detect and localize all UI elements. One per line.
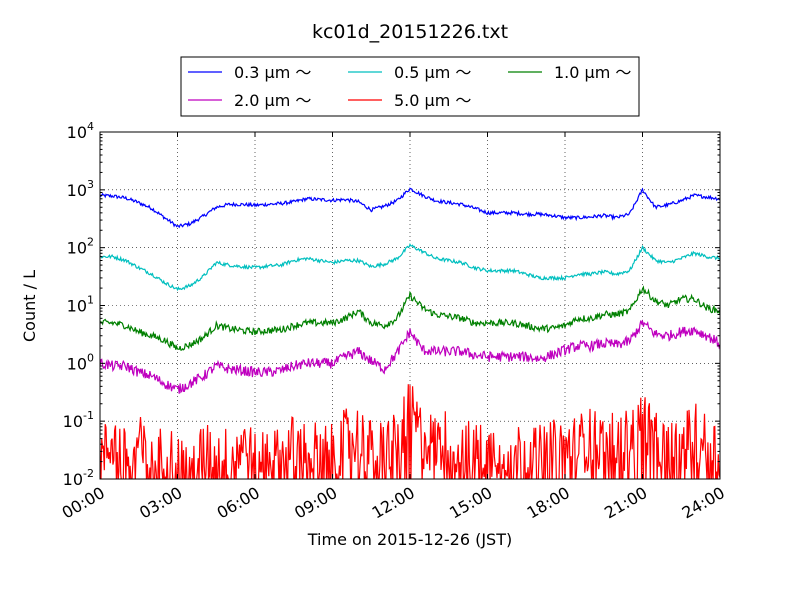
x-tick-label: 15:00 — [446, 483, 495, 523]
x-tick-label: 12:00 — [369, 483, 418, 523]
legend-label-5: 5.0 μm ～ — [394, 91, 471, 110]
x-tick-label: 09:00 — [291, 483, 340, 523]
legend-box — [180, 56, 640, 117]
y-tick-label: 10-1 — [63, 409, 94, 431]
series-line-4 — [100, 319, 720, 394]
y-tick-label: 103 — [67, 178, 94, 200]
y-tick-label: 102 — [67, 236, 94, 258]
legend-label-3: 1.0 μm ～ — [554, 63, 631, 82]
x-tick-label: 18:00 — [524, 483, 573, 523]
y-tick-label: 104 — [67, 120, 94, 142]
y-axis-label: Count / L — [20, 270, 39, 342]
series-line-1 — [100, 187, 720, 229]
legend-label-4: 2.0 μm ～ — [234, 91, 311, 110]
legend-label-2: 0.5 μm ～ — [394, 63, 471, 82]
x-tick-label: 06:00 — [214, 483, 263, 523]
plot-area: 00:00 03:00 06:00 09:00 12:00 15:00 18:00 21:00… — [59, 120, 728, 523]
x-axis-label: Time on 2015-12-26 (JST) — [307, 530, 512, 549]
y-tick-label: 101 — [67, 294, 94, 316]
grid — [100, 132, 720, 479]
y-tick-label: 100 — [67, 351, 94, 373]
series-line-3 — [100, 285, 720, 351]
x-tick-label: 03:00 — [136, 483, 185, 523]
series-line-5 — [100, 384, 720, 479]
chart-title: kc01d_20151226.txt — [312, 21, 508, 43]
series-line-2 — [100, 243, 720, 292]
y-tick-label: 10-2 — [63, 467, 94, 489]
x-tick-label: 21:00 — [601, 483, 650, 523]
x-tick-label: 24:00 — [679, 483, 728, 523]
series-lines — [100, 187, 720, 479]
legend: 0.3 μm ～ 0.5 μm ～ 1.0 μm ～ 2.0 μm ～ 5.0 μm ～ — [180, 56, 640, 117]
legend-label-1: 0.3 μm ～ — [234, 63, 311, 82]
